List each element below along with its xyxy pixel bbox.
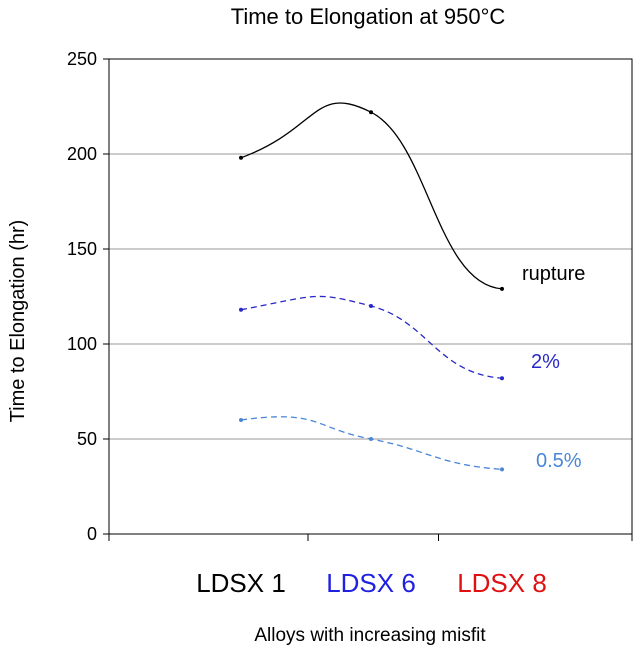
series-label: rupture <box>522 263 585 285</box>
data-point <box>239 307 243 312</box>
series-line <box>240 416 503 471</box>
x-category-label: LDSX 6 <box>326 568 416 598</box>
data-point <box>500 286 504 291</box>
y-tick-label: 200 <box>67 144 97 164</box>
y-tick-label: 100 <box>67 334 97 354</box>
data-point <box>500 467 504 472</box>
chart-title: Time to Elongation at 950°C <box>231 4 506 29</box>
series-lines: rupture 2% 0.5% <box>239 102 585 472</box>
x-categories: LDSX 1 LDSX 6 LDSX 8 <box>196 568 547 598</box>
x-category-label: LDSX 8 <box>457 568 547 598</box>
data-point <box>239 418 243 422</box>
data-point <box>500 376 504 381</box>
y-tick-label: 150 <box>67 239 97 259</box>
y-tick-label: 250 <box>67 49 97 69</box>
x-axis-label: Alloys with increasing misfit <box>254 625 486 646</box>
y-tick-label: 50 <box>77 429 97 449</box>
series-label: 2% <box>531 351 560 373</box>
gridlines <box>109 153 632 440</box>
series-line <box>240 102 503 290</box>
y-axis-label: Time to Elongation (hr) <box>7 220 29 423</box>
data-point <box>239 155 243 160</box>
y-tick-label: 0 <box>87 524 97 544</box>
x-category-label: LDSX 1 <box>196 568 286 598</box>
data-point <box>369 437 373 441</box>
series-line <box>240 295 503 379</box>
series-label: 0.5% <box>536 450 582 472</box>
data-point <box>369 110 373 115</box>
y-axis-ticks: 0 50 100 150 200 250 <box>67 49 109 544</box>
data-point <box>369 304 373 308</box>
x-axis-ticks <box>108 534 633 541</box>
plot-area-border <box>108 58 633 535</box>
